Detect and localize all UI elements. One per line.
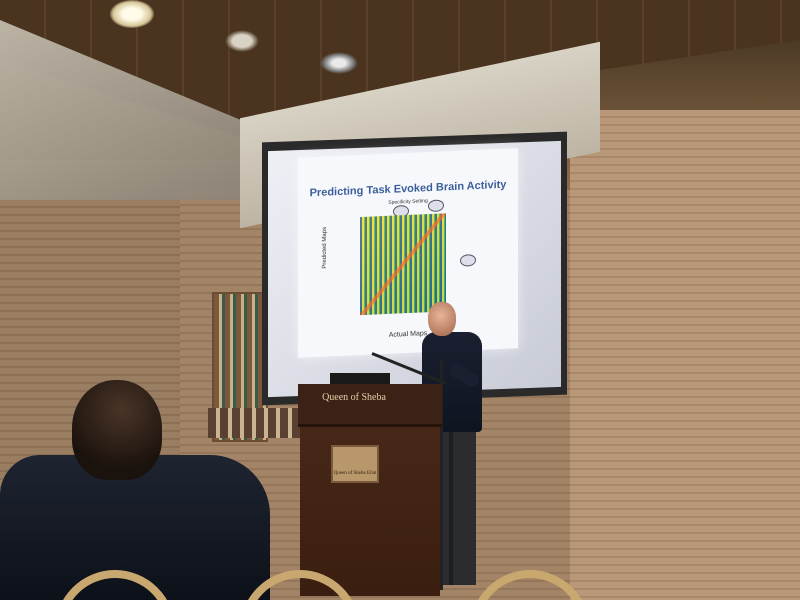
wall-right [570, 110, 800, 600]
brain-icon [460, 254, 476, 267]
laptop [330, 373, 390, 385]
matrix-diagonal [360, 213, 446, 316]
podium-logo: Queen of Sheba [322, 392, 386, 403]
projected-slide: Predicting Task Evoked Brain Activity Sp… [298, 148, 518, 358]
ceiling-light [110, 0, 154, 28]
ceiling-speaker [320, 52, 358, 74]
slide-y-axis-label: Predicted Maps [322, 226, 328, 269]
podium-top [298, 384, 442, 427]
podium-plaque: Queen of Sheba Eilat [331, 445, 379, 483]
presenter-head [428, 302, 456, 336]
microphone-stand [440, 360, 443, 590]
brain-icon [428, 199, 444, 213]
audience-member-head [72, 380, 162, 480]
ceiling-light [225, 30, 259, 52]
slide-x-axis-label: Actual Maps [388, 330, 428, 339]
